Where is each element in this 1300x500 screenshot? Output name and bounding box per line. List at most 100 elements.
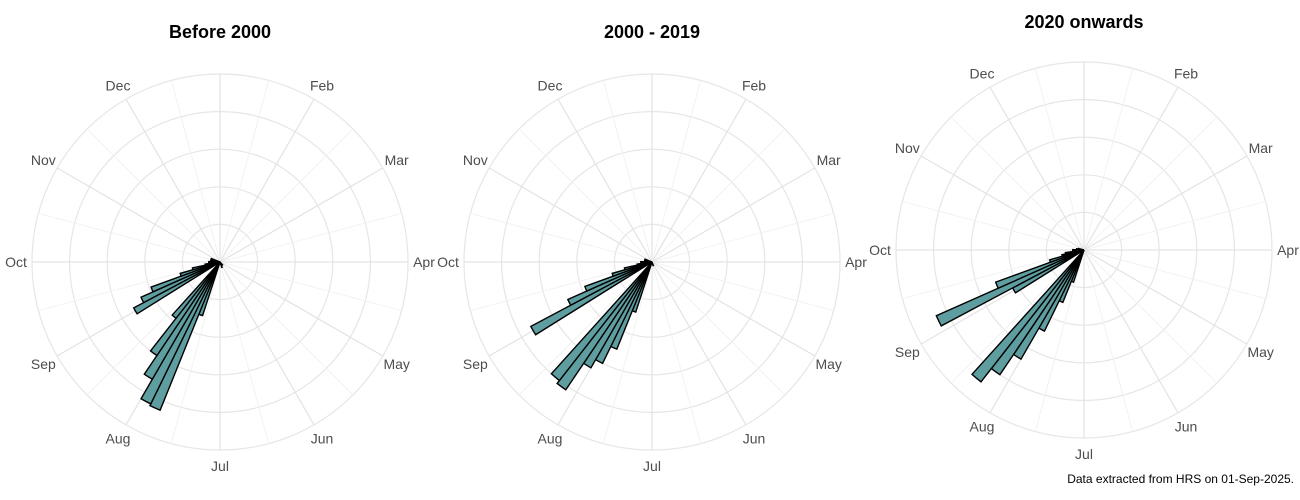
month-label-feb: Feb xyxy=(1174,65,1198,81)
grid-spoke xyxy=(219,261,354,396)
grid-spoke xyxy=(1083,249,1266,300)
month-label-jul: Jul xyxy=(643,458,661,474)
month-label-may: May xyxy=(815,356,841,372)
grid-spoke xyxy=(989,86,1085,251)
month-label-nov: Nov xyxy=(463,152,488,168)
month-label-feb: Feb xyxy=(310,77,334,93)
bar-wedge xyxy=(1077,247,1085,251)
grid-spoke xyxy=(950,249,1085,384)
month-label-may: May xyxy=(383,356,409,372)
grid-spoke xyxy=(950,116,1085,251)
grid-spokes xyxy=(896,62,1272,438)
grid-spoke xyxy=(602,80,653,263)
grid-spoke xyxy=(470,212,653,263)
month-label-apr: Apr xyxy=(845,254,867,270)
polar-chart-1: Before 2000 Feb Mar Apr May Jun Jul Aug Sep Oct No… xyxy=(5,22,435,474)
grid-spoke xyxy=(219,128,354,263)
month-label-oct: Oct xyxy=(869,242,891,258)
grid-spoke xyxy=(518,128,653,263)
month-label-apr: Apr xyxy=(1277,242,1299,258)
bar-wedge xyxy=(219,261,224,269)
month-labels: Feb Mar Apr May Jun Jul Aug Sep Oct Nov Dec xyxy=(869,65,1299,462)
grid-spoke xyxy=(651,98,747,263)
grid-spoke xyxy=(1083,200,1266,251)
month-label-jun: Jun xyxy=(311,431,334,447)
grid-spoke xyxy=(219,261,315,426)
grid-spoke xyxy=(170,261,221,444)
month-label-apr: Apr xyxy=(413,254,435,270)
month-label-feb: Feb xyxy=(742,77,766,93)
month-label-nov: Nov xyxy=(31,152,56,168)
grid-spoke xyxy=(219,261,402,312)
month-label-may: May xyxy=(1247,344,1273,360)
grid-spoke xyxy=(920,155,1085,251)
grid-spoke xyxy=(651,128,786,263)
month-label-sep: Sep xyxy=(31,356,56,372)
month-label-jul: Jul xyxy=(211,458,229,474)
month-label-jul: Jul xyxy=(1075,446,1093,462)
grid-spoke xyxy=(1083,249,1179,414)
bar-wedge xyxy=(140,261,221,304)
grid-spoke xyxy=(1083,249,1134,432)
bar-wedge xyxy=(149,261,221,357)
bar-wedge xyxy=(643,258,653,263)
grid-spoke xyxy=(651,261,747,426)
grid-spoke xyxy=(518,261,653,396)
month-label-mar: Mar xyxy=(1249,140,1273,156)
grid-spoke xyxy=(651,212,834,263)
grid-spoke xyxy=(651,167,816,263)
bar-wedge xyxy=(150,261,221,293)
bar-wedge xyxy=(556,261,653,391)
bar-wedge xyxy=(583,261,653,292)
grid-spoke xyxy=(1034,249,1085,432)
bar-wedge xyxy=(132,261,221,315)
grid-spoke xyxy=(219,80,270,263)
grid-spoke xyxy=(651,261,702,444)
grid-spoke xyxy=(651,261,786,396)
grid-spoke xyxy=(1083,249,1248,345)
chart-title: 2020 onwards xyxy=(1024,12,1143,32)
grid-spoke xyxy=(125,98,221,263)
month-label-sep: Sep xyxy=(895,344,920,360)
grid-spoke xyxy=(651,261,834,312)
bar-wedge xyxy=(1064,249,1085,255)
grid-spoke xyxy=(1083,68,1134,251)
month-label-dec: Dec xyxy=(970,65,995,81)
grid-spoke xyxy=(1083,249,1218,384)
grid-spoke xyxy=(602,261,653,444)
month-label-sep: Sep xyxy=(463,356,488,372)
grid-spoke xyxy=(56,167,221,263)
month-label-jun: Jun xyxy=(743,431,766,447)
month-label-nov: Nov xyxy=(895,140,920,156)
bar-wedge xyxy=(171,261,221,320)
month-labels: Feb Mar Apr May Jun Jul Aug Sep Oct Nov Dec xyxy=(5,77,435,474)
month-label-aug: Aug xyxy=(970,419,995,435)
grid-spoke xyxy=(219,98,315,263)
bar-wedge xyxy=(210,257,221,263)
month-label-aug: Aug xyxy=(106,431,131,447)
grid-spoke xyxy=(1083,86,1179,251)
chart-title: Before 2000 xyxy=(169,22,271,42)
month-label-jun: Jun xyxy=(1175,419,1198,435)
bars xyxy=(132,257,224,412)
grid-spoke xyxy=(86,128,221,263)
month-label-mar: Mar xyxy=(385,152,409,168)
month-label-oct: Oct xyxy=(5,254,27,270)
grid-spoke xyxy=(86,261,221,396)
grid-spoke xyxy=(1083,155,1248,251)
data-source-caption: Data extracted from HRS on 01-Sep-2025. xyxy=(1067,472,1294,486)
month-label-mar: Mar xyxy=(817,152,841,168)
grid-spoke xyxy=(219,212,402,263)
grid-spoke xyxy=(1034,68,1085,251)
grid-spoke xyxy=(488,167,653,263)
bars xyxy=(935,247,1085,383)
month-labels: Feb Mar Apr May Jun Jul Aug Sep Oct Nov Dec xyxy=(437,77,867,474)
bars xyxy=(529,258,655,391)
month-label-dec: Dec xyxy=(106,77,131,93)
bar-wedge xyxy=(935,249,1085,327)
grid-spoke xyxy=(38,212,221,263)
grid-spoke xyxy=(1083,116,1218,251)
month-label-dec: Dec xyxy=(538,77,563,93)
polar-chart-2: 2000 - 2019 Feb Mar Apr May Jun Jul Aug Sep Oct No… xyxy=(437,22,867,474)
